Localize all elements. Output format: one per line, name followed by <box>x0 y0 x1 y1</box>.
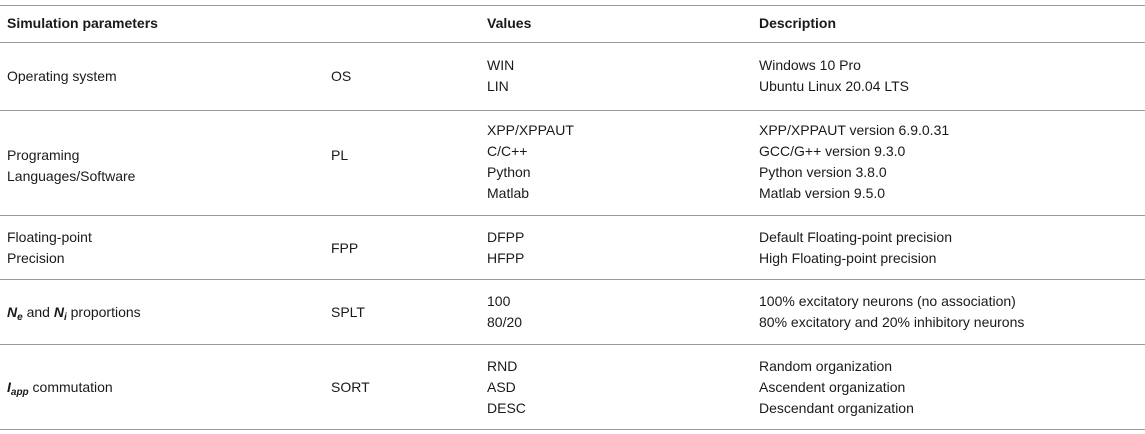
description-item: Matlab version 9.5.0 <box>759 185 886 201</box>
description-item: Windows 10 Pro <box>759 57 861 73</box>
ni-symbol: Ni <box>53 304 67 323</box>
row-pl-abbreviation: PL <box>331 147 349 163</box>
description-item: High Floating-point precision <box>759 250 937 266</box>
value-item: WIN <box>487 57 515 73</box>
top-rule <box>0 5 1145 6</box>
value-item: Matlab <box>487 185 530 201</box>
parameter-line: Programing <box>7 147 80 163</box>
description-item: Python version 3.8.0 <box>759 164 887 180</box>
description-item: Random organization <box>759 358 893 374</box>
row-divider <box>0 344 1145 345</box>
row-fpp-descriptions: Default Floating-point precision High Fl… <box>759 227 952 269</box>
value-item: LIN <box>487 78 509 94</box>
header-values: Values <box>487 15 532 31</box>
value-item: RND <box>487 358 518 374</box>
row-pl-values: XPP/XPPAUT C/C++ Python Matlab <box>487 120 574 204</box>
description-item: Descendant organization <box>759 400 914 416</box>
description-item: GCC/G++ version 9.3.0 <box>759 143 906 159</box>
row-os-values: WIN LIN <box>487 55 514 97</box>
row-divider <box>0 110 1145 111</box>
header-description: Description <box>759 15 837 31</box>
ne-symbol: Ne <box>7 304 23 323</box>
proportions-text: proportions <box>66 304 141 320</box>
parameter-line: Floating-point <box>7 229 92 245</box>
description-item: 100% excitatory neurons (no association) <box>759 293 1016 309</box>
value-item: XPP/XPPAUT <box>487 122 574 138</box>
row-splt-parameter: Ne and Ni proportions <box>7 302 141 323</box>
row-splt-descriptions: 100% excitatory neurons (no association)… <box>759 291 1024 333</box>
value-item: Python <box>487 164 531 180</box>
row-sort-abbreviation: SORT <box>331 379 370 395</box>
row-sort-parameter: Iapp commutation <box>7 377 113 398</box>
row-divider <box>0 215 1145 216</box>
description-item: 80% excitatory and 20% inhibitory neuron… <box>759 314 1025 330</box>
header-parameters: Simulation parameters <box>7 15 158 31</box>
row-fpp-abbreviation: FPP <box>331 240 359 256</box>
row-divider <box>0 279 1145 280</box>
row-sort-descriptions: Random organization Ascendent organizati… <box>759 356 914 419</box>
row-os-parameter: Operating system <box>7 66 117 87</box>
row-fpp-values: DFPP HFPP <box>487 227 524 269</box>
row-pl-descriptions: XPP/XPPAUT version 6.9.0.31 GCC/G++ vers… <box>759 120 949 204</box>
value-item: 80/20 <box>487 314 523 330</box>
row-os-abbreviation: OS <box>331 68 352 84</box>
conjunction-text: and <box>22 304 54 320</box>
commutation-text: commutation <box>28 379 113 395</box>
description-item: Ubuntu Linux 20.04 LTS <box>759 78 909 94</box>
parameter-line: Languages/Software <box>7 168 136 184</box>
row-splt-abbreviation: SPLT <box>331 304 365 320</box>
parameter-line: Operating system <box>7 68 117 84</box>
row-splt-values: 100 80/20 <box>487 291 522 333</box>
row-pl-parameter: Programing Languages/Software <box>7 145 135 187</box>
value-item: C/C++ <box>487 143 528 159</box>
parameter-line: Precision <box>7 250 65 266</box>
value-item: 100 <box>487 293 511 309</box>
row-sort-values: RND ASD DESC <box>487 356 526 419</box>
value-item: DFPP <box>487 229 525 245</box>
value-item: DESC <box>487 400 526 416</box>
value-item: HFPP <box>487 250 525 266</box>
description-item: Default Floating-point precision <box>759 229 952 245</box>
description-item: XPP/XPPAUT version 6.9.0.31 <box>759 122 950 138</box>
value-item: ASD <box>487 379 516 395</box>
description-item: Ascendent organization <box>759 379 906 395</box>
header-rule <box>0 42 1145 43</box>
iapp-symbol: Iapp <box>7 379 29 398</box>
row-os-descriptions: Windows 10 Pro Ubuntu Linux 20.04 LTS <box>759 55 909 97</box>
row-fpp-parameter: Floating-point Precision <box>7 227 92 269</box>
bottom-rule <box>0 429 1145 430</box>
